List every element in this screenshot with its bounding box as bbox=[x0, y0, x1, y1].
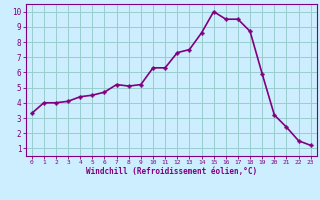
X-axis label: Windchill (Refroidissement éolien,°C): Windchill (Refroidissement éolien,°C) bbox=[86, 167, 257, 176]
